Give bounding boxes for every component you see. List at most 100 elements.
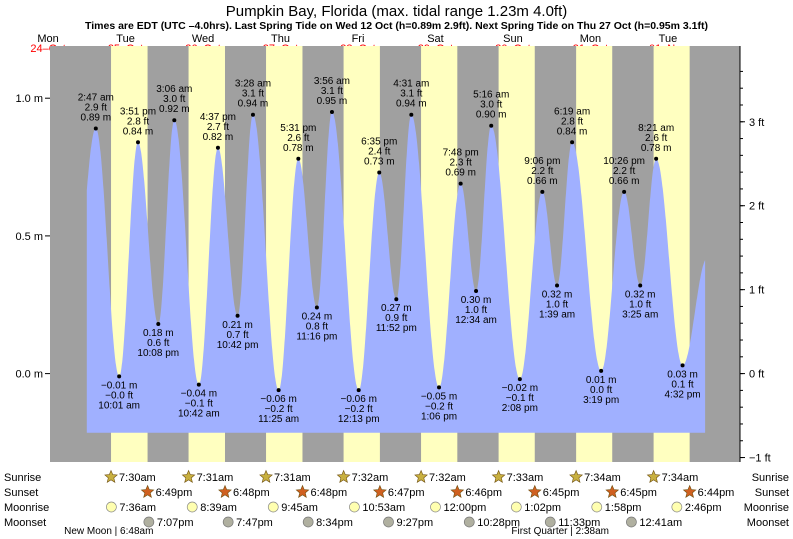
y-right-tick-label: −1 ft [749,453,771,465]
tide-label: 11:25 am [258,414,299,425]
tide-label: 4:32 pm [664,389,700,400]
tide-point [570,140,575,145]
day-weekday: Sat [427,33,444,45]
tide-point [638,283,643,288]
tide-label: 6:19 am [554,106,590,117]
tide-label: 3.1 ft [242,89,264,100]
sunrise-time: 7:33am [507,472,544,484]
sunrise-star [491,469,506,483]
tide-label: −0.01 m [101,380,137,391]
y-right-tick-label: 3 ft [749,117,764,129]
tide-point [235,313,240,318]
tide-label: 0.6 ft [147,338,169,349]
tide-label: 7:48 pm [443,148,479,159]
sunrise-time: 7:34am [662,472,699,484]
tide-point [135,140,140,145]
moonset-time: 9:27pm [397,517,434,529]
moonrise-icon [591,501,603,513]
moonset-icon [544,516,556,528]
moonrise-icon [430,501,441,513]
tide-label: 2.7 ft [207,122,229,133]
tide-label: 2.6 ft [645,133,667,144]
row-label-left: Moonrise [4,502,49,514]
tide-label: 0.69 m [445,168,476,179]
sunset-star [372,484,387,498]
moonrise-time: 10:53am [362,502,405,514]
moonrise-time: 9:45am [281,502,318,514]
tide-point [458,181,463,186]
tide-label: 0.0 ft [590,385,612,396]
moonset-time: 10:28pm [477,517,520,529]
tide-point [156,322,161,327]
tide-point [599,368,604,373]
tide-point [394,297,399,302]
tide-label: 0.01 m [586,375,617,386]
tide-label: 2.8 ft [561,116,583,127]
tide-label: 0.8 ft [306,322,328,333]
tide-label: 3.1 ft [321,86,343,97]
tide-point [250,112,255,117]
tide-label: 2:47 am [78,92,114,103]
moonrise-time: 8:39am [200,502,237,514]
sunset-time: 6:47pm [388,487,425,499]
tide-label: 3.0 ft [163,94,185,105]
sunrise-star [336,469,351,483]
sunrise-star [414,469,428,483]
axes: 1.0 m 0.5 m 0.0 m 3 ft 2 ft 1 ft 0 ft −1 ft [15,46,771,465]
moonrise-icon [349,501,360,513]
moonset-time: 7:47pm [236,517,273,529]
moonrise-time: 2:46pm [685,502,722,514]
tide-label: 2.3 ft [450,158,472,169]
row-label-left: Sunrise [4,472,41,484]
tide-label: 0.9 ft [385,313,407,324]
moonrise-icon [267,501,279,513]
tide-point [377,170,382,175]
y-left-tick-label: 0.0 m [15,369,43,381]
tide-label: 2.8 ft [127,116,149,127]
sunset-time: 6:46pm [465,487,502,499]
sunset-star [218,484,232,498]
tide-point [276,388,281,393]
moonset-icon [463,516,475,528]
y-right-tick-label: 0 ft [749,369,764,381]
tide-label: 2.6 ft [287,133,309,144]
tide-label: 10:01 am [98,400,140,411]
moonrise-icon [186,501,198,513]
sunrise-time: 7:34am [584,472,621,484]
tide-label: 3.1 ft [400,89,422,100]
tide-label: 0.7 ft [226,330,248,341]
tide-label: 12:34 am [455,315,497,326]
tide-label: 8:21 am [638,123,674,134]
sunrise-time: 7:31am [274,472,311,484]
tide-label: −0.06 m [260,394,296,405]
tide-label: 5:31 pm [280,123,316,134]
tide-label: 3:19 pm [583,395,619,406]
tide-label: 10:42 am [178,409,220,420]
moonset-icon [626,516,637,528]
tide-label: 0.30 m [461,295,492,306]
row-label-right: Moonset [747,517,789,529]
moonrise-icon [510,501,522,513]
moonrise-icon [106,501,117,513]
tide-label: −0.2 ft [345,404,373,415]
day-weekday: Fri [352,33,365,45]
y-right-tick-label: 1 ft [749,285,764,297]
day-weekday: Mon [37,33,58,45]
tide-point [329,109,334,114]
tide-label: 0.27 m [381,303,412,314]
tide-label: 3:25 am [622,309,658,320]
tide-label: 0.32 m [542,289,573,300]
tide-label: 9:06 pm [524,156,560,167]
row-label-right: Sunset [755,487,789,499]
tide-point [437,385,442,390]
astro-rows: Sunrise Sunrise Sunset Sunset Moonrise Moonri… [4,469,789,537]
tide-label: 1.0 ft [629,299,651,310]
tide-label: −0.1 ft [185,399,213,410]
row-label-right: Sunrise [752,472,789,484]
tide-label: 0.94 m [238,99,269,110]
row-label-right: Moonrise [744,502,789,514]
tide-point [93,126,98,131]
tide-label: 2:08 pm [502,403,538,414]
tide-label: 0.84 m [123,126,154,137]
